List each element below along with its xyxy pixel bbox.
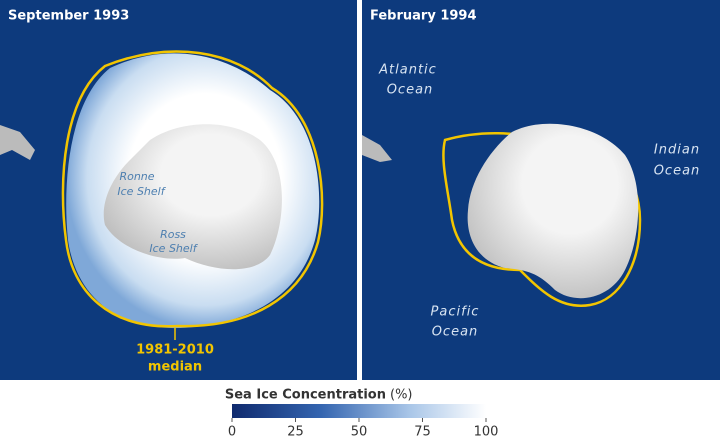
antarctica bbox=[467, 123, 639, 299]
antarctica bbox=[103, 124, 282, 270]
median-label: median bbox=[148, 360, 202, 375]
tick-label: 0 bbox=[228, 425, 236, 440]
shelf-label: Ronne bbox=[119, 170, 154, 183]
tick-label: 75 bbox=[414, 425, 431, 440]
median-label: 1981-2010 bbox=[136, 343, 214, 358]
shelf-label: Ice Shelf bbox=[117, 185, 166, 198]
colorbar-unit: (%) bbox=[390, 388, 413, 403]
median-outline bbox=[61, 50, 324, 328]
colorbar bbox=[232, 404, 486, 418]
ocean-label: Ocean bbox=[387, 83, 434, 98]
colorbar-title: Sea Ice Concentration bbox=[225, 388, 386, 403]
tick-label: 50 bbox=[351, 425, 368, 440]
ocean-label: Indian bbox=[654, 143, 700, 158]
tick-label: 100 bbox=[474, 425, 499, 440]
shelf-label: Ice Shelf bbox=[149, 242, 198, 255]
south-america bbox=[362, 135, 392, 162]
south-america bbox=[0, 125, 35, 160]
ocean-label: Pacific bbox=[431, 305, 480, 320]
ocean-label: Ocean bbox=[654, 164, 701, 179]
tick-label: 25 bbox=[287, 425, 304, 440]
panel-title: February 1994 bbox=[370, 9, 477, 24]
shelf-label: Ross bbox=[160, 228, 186, 241]
ocean-label: Atlantic bbox=[378, 63, 437, 78]
panel-title: September 1993 bbox=[8, 9, 129, 24]
ocean-label: Ocean bbox=[432, 325, 479, 340]
